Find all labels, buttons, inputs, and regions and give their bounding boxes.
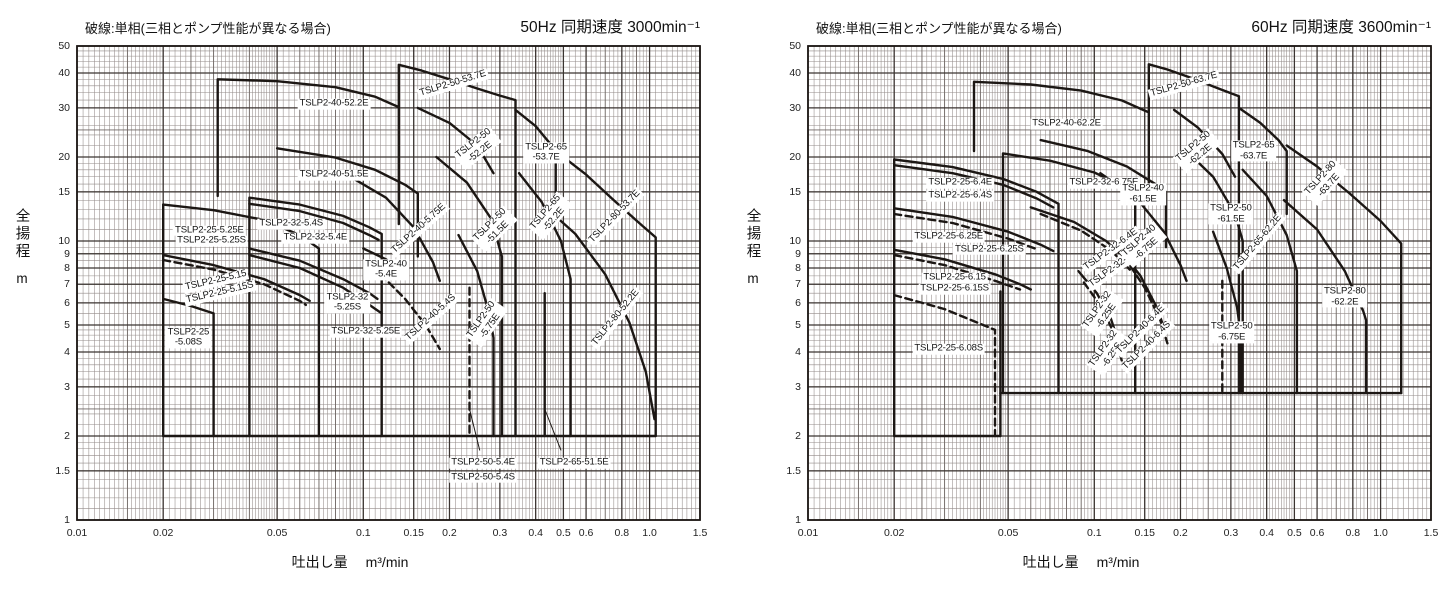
- curve-TSLP2-32-5.4E: [248, 202, 380, 241]
- curve-TSLP2-32-5.25S: [248, 247, 379, 301]
- pump-curves: [893, 63, 1403, 438]
- x-axis-title-text: 吐出し量: [1022, 554, 1079, 570]
- curve-TSLP2-32-5.4S: [248, 196, 383, 438]
- plot-border: [807, 45, 1432, 521]
- y-axis-title-text: 全揚程: [13, 208, 30, 261]
- curve-TSLP2-25-6.08S: [893, 293, 997, 438]
- curve-TSLP2-50-62.2E: [1172, 108, 1237, 178]
- curve-TSLP2-32-6.75E: [1001, 152, 1137, 395]
- curve-TSLP2-25-6.25S: [893, 212, 1037, 250]
- chart-60hz-plot: [807, 45, 1432, 521]
- curve-TSLP2-25-5.08S: [162, 297, 215, 438]
- curve-TSLP2-40-52.2E: [216, 78, 400, 226]
- x-axis-title: 吐出し量 m³/min: [731, 552, 1431, 572]
- curve-TSLP2-65-62.2E: [1241, 168, 1299, 395]
- frequency-title-60hz: 60Hz 同期速度 3600min⁻¹: [1251, 19, 1431, 36]
- chart-50hz-panel: 破線:単相(三相とポンプ性能が異なる場合) 50Hz 同期速度 3000min⁻…: [0, 0, 722, 603]
- curve-TSLP2-40-6.75E: [1099, 172, 1188, 282]
- plot-border: [76, 45, 701, 521]
- y-axis-title: 全揚程 m: [10, 208, 34, 286]
- curve-TSLP2-25-5.15S: [162, 258, 307, 307]
- curve-TSLP2-40-5.4S: [379, 273, 441, 351]
- curve-TSLP2-25-6.4E: [893, 158, 1060, 395]
- curve-TSLP2-50-5.75E: [457, 233, 495, 438]
- curve-TSLP2-25-6.15: [893, 248, 1032, 291]
- y-axis-title: 全揚程 m: [741, 208, 765, 286]
- curve-TSLP2-32-5.25E: [248, 253, 383, 315]
- grid-minor: [807, 45, 1432, 521]
- x-axis-title: 吐出し量 m³/min: [0, 552, 700, 572]
- curve-TSLP2-25-6.25E: [893, 207, 1055, 253]
- curve-TSLP2-25-5.25E/S: [162, 203, 321, 438]
- dashed-line-note: 破線:単相(三相とポンプ性能が異なる場合): [816, 21, 1062, 36]
- dashed-line-note: 破線:単相(三相とポンプ性能が異なる場合): [85, 21, 331, 36]
- x-axis-unit: m³/min: [1096, 554, 1140, 570]
- frequency-title-50hz: 50Hz 同期速度 3000min⁻¹: [520, 19, 700, 36]
- grid-major: [807, 45, 1432, 521]
- chart-60hz-panel: 破線:単相(三相とポンプ性能が異なる場合) 60Hz 同期速度 3600min⁻…: [731, 0, 1445, 603]
- curve-TSLP2-40-51.5E: [275, 147, 419, 258]
- curve-TSLP2-40-61.5E: [1039, 138, 1168, 249]
- x-axis-unit: m³/min: [365, 554, 409, 570]
- x-axis-title-text: 吐出し量: [291, 554, 348, 570]
- curve-TSLP2-50-61.5E: [1185, 149, 1244, 395]
- curve-leader-50-5.4: [469, 408, 481, 451]
- curve-TSLP2-50-53.7E: [397, 63, 517, 438]
- curve-TSLP2-50-6.75E: [1211, 230, 1242, 395]
- curve-leader-65-51.5: [544, 408, 562, 451]
- curve-TSLP2-32-6.25S: [1082, 281, 1124, 363]
- y-axis-unit: m: [16, 270, 28, 286]
- curve-TSLP2-65-63.7E: [1237, 106, 1288, 216]
- y-axis-unit: m: [747, 270, 759, 286]
- curve-TSLP2-25-6.15S: [893, 253, 1022, 291]
- y-axis-title-text: 全揚程: [744, 208, 761, 261]
- chart-50hz-plot: [76, 45, 701, 521]
- curve-TSLP2-25-5.15: [162, 253, 311, 303]
